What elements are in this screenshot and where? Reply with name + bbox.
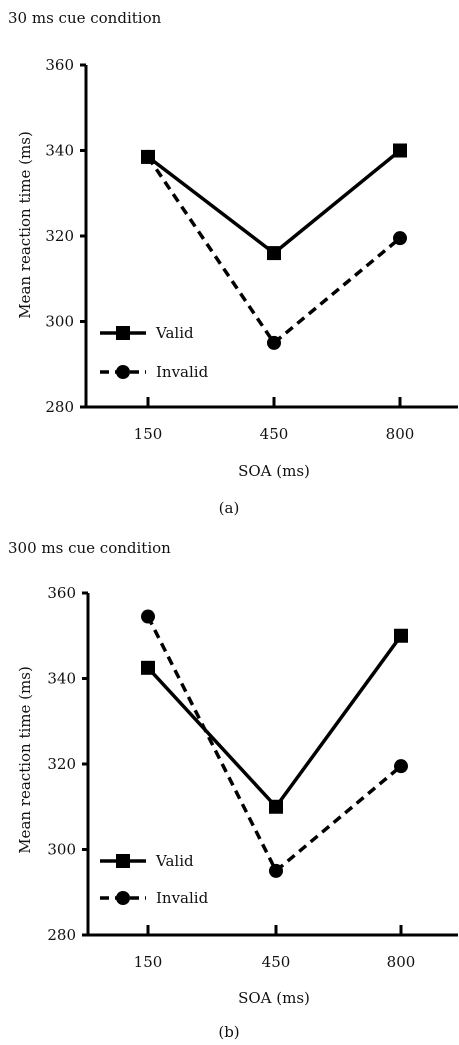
data-point-invalid xyxy=(393,231,407,246)
data-point-valid xyxy=(269,799,283,814)
y-tick-label: 360 xyxy=(47,584,76,602)
data-point-invalid xyxy=(269,863,283,878)
panel-caption: (a) xyxy=(219,499,240,517)
x-tick-label: 450 xyxy=(262,953,291,971)
chart-title: 30 ms cue condition xyxy=(8,9,162,27)
chart-panel-b: 300 ms cue condition Mean reaction time … xyxy=(8,539,458,1041)
data-point-invalid xyxy=(394,759,408,774)
data-point-invalid xyxy=(267,335,281,350)
legend-label-valid: Valid xyxy=(155,852,194,870)
y-tick-label: 300 xyxy=(47,841,76,859)
y-tick-label: 280 xyxy=(45,398,74,416)
legend-label-valid: Valid xyxy=(155,324,194,342)
x-tick-label: 800 xyxy=(387,953,416,971)
x-tick-label: 150 xyxy=(134,953,163,971)
chart-panel-a: 30 ms cue condition Mean reaction time (… xyxy=(8,9,458,517)
y-tick-label: 300 xyxy=(45,313,74,331)
data-point-valid xyxy=(393,143,407,158)
y-tick-label: 320 xyxy=(45,227,74,245)
panel-caption: (b) xyxy=(218,1023,239,1041)
data-point-valid xyxy=(394,628,408,643)
x-axis-label: SOA (ms) xyxy=(238,462,310,480)
data-point-valid xyxy=(267,246,281,261)
y-tick-label: 320 xyxy=(47,755,76,773)
data-point-valid xyxy=(141,149,155,164)
series-line-valid xyxy=(146,634,403,809)
x-tick-label: 450 xyxy=(260,425,289,443)
legend-label-invalid: Invalid xyxy=(156,889,209,907)
legend-marker-valid xyxy=(116,854,130,868)
y-tick-label: 360 xyxy=(45,56,74,74)
legend-marker-invalid xyxy=(116,891,130,905)
chart-title: 300 ms cue condition xyxy=(8,539,171,557)
y-axis-label: Mean reaction time (ms) xyxy=(16,666,34,854)
legend-marker-valid xyxy=(116,326,130,340)
x-axis-label: SOA (ms) xyxy=(238,989,310,1007)
y-tick-label: 340 xyxy=(45,142,74,160)
x-tick-label: 150 xyxy=(134,425,163,443)
y-tick-label: 280 xyxy=(47,926,76,944)
data-point-invalid xyxy=(141,609,155,624)
legend-label-invalid: Invalid xyxy=(156,363,209,381)
series-line-invalid xyxy=(146,155,402,345)
x-tick-label: 800 xyxy=(386,425,415,443)
data-point-valid xyxy=(141,660,155,675)
series-line-invalid xyxy=(146,615,403,873)
y-axis-label: Mean reaction time (ms) xyxy=(16,131,34,319)
y-tick-label: 340 xyxy=(47,670,76,688)
series-line-valid xyxy=(146,149,402,255)
legend-marker-invalid xyxy=(116,365,130,379)
